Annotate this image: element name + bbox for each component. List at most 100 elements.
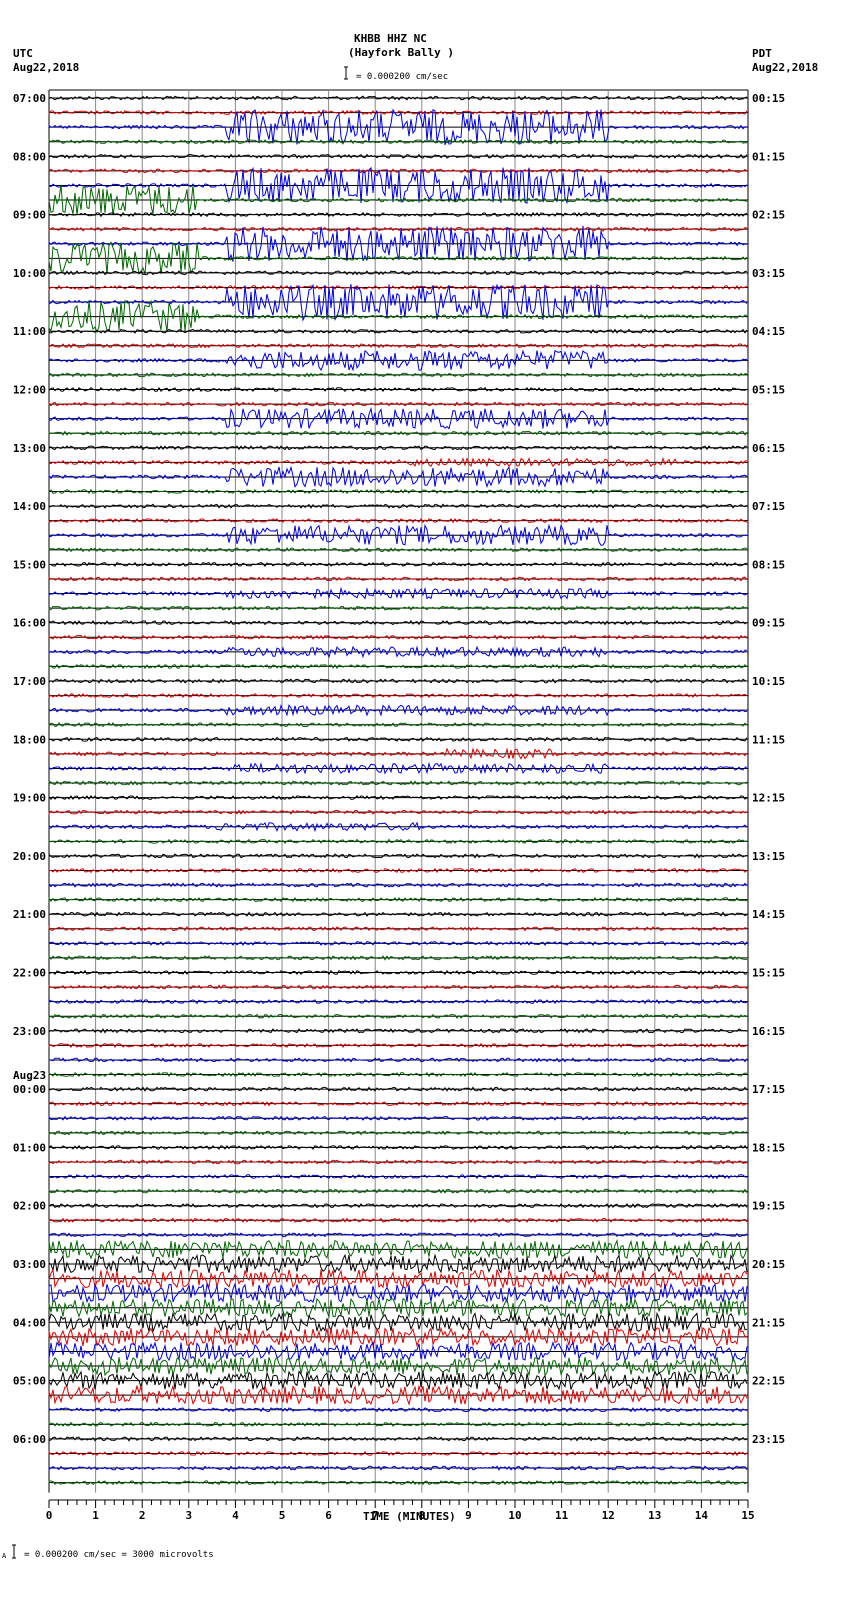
seismic-trace: [48, 882, 748, 888]
x-tick-label: 2: [139, 1509, 146, 1522]
seismic-trace: [48, 456, 747, 468]
utc-hour-label: 16:00: [13, 617, 46, 630]
utc-hour-label: 15:00: [13, 558, 46, 571]
seismic-trace: [48, 678, 748, 684]
seismic-trace: [48, 95, 748, 101]
x-tick-label: 10: [508, 1509, 521, 1522]
seismic-trace: [48, 1115, 748, 1121]
seismic-trace: [48, 372, 748, 378]
seismic-trace: [48, 984, 748, 990]
pdt-hour-label: 17:15: [752, 1083, 785, 1096]
seismic-trace: [48, 704, 748, 717]
utc-hour-label: 03:00: [13, 1258, 46, 1271]
seismic-trace: [48, 343, 748, 349]
left-timezone: UTC: [13, 47, 33, 60]
pdt-hour-label: 00:15: [752, 92, 785, 105]
right-timezone: PDT: [752, 47, 772, 60]
seismic-trace: [48, 517, 748, 524]
seismic-trace: [48, 1282, 748, 1304]
pdt-hour-label: 20:15: [752, 1258, 785, 1271]
seismic-trace: [48, 401, 748, 407]
station-title: KHBB HHZ NC: [354, 32, 427, 45]
seismic-trace: [48, 328, 748, 334]
utc-hour-label: 07:00: [13, 92, 46, 105]
scale-label: = 0.000200 cm/sec: [356, 72, 449, 82]
seismic-trace: [48, 138, 747, 145]
x-tick-label: 0: [46, 1509, 53, 1522]
seismic-trace: [48, 747, 748, 760]
x-tick-label: 11: [555, 1509, 569, 1522]
seismic-trace: [48, 1407, 748, 1413]
seismic-trace: [48, 1450, 748, 1457]
seismic-trace: [48, 1436, 748, 1442]
seismic-trace: [48, 955, 748, 961]
pdt-hour-label: 10:15: [752, 675, 785, 688]
seismic-trace: [48, 940, 748, 947]
seismic-trace: [48, 1268, 748, 1290]
seismic-trace: [48, 795, 748, 801]
seismic-trace: [48, 838, 748, 844]
seismic-trace: [48, 1130, 748, 1136]
seismic-trace: [48, 645, 748, 659]
x-tick-label: 5: [279, 1509, 286, 1522]
utc-hour-label: 08:00: [13, 150, 46, 163]
seismic-trace: [48, 605, 748, 611]
seismic-trace: [48, 1421, 748, 1427]
seismic-trace: [48, 1159, 748, 1165]
pdt-hour-label: 14:15: [752, 908, 785, 921]
seismic-trace: [48, 184, 748, 216]
seismic-trace: [48, 153, 748, 159]
utc-hour-label: 20:00: [13, 850, 46, 863]
seismic-trace: [48, 586, 748, 600]
seismic-trace: [48, 692, 748, 699]
seismic-trace: [48, 225, 748, 262]
pdt-hour-label: 13:15: [752, 850, 785, 863]
x-axis-label: TIME (MINUTES): [363, 1510, 456, 1523]
seismic-trace: [48, 1232, 748, 1238]
seismic-trace: [48, 270, 748, 276]
seismic-trace: [48, 430, 748, 436]
seismic-trace: [48, 561, 748, 568]
scale-bar-icon: [344, 66, 348, 80]
utc-hour-label: 17:00: [13, 675, 46, 688]
utc-hour-label: 10:00: [13, 267, 46, 280]
seismic-trace: [48, 406, 748, 430]
seismic-trace: [48, 1384, 748, 1406]
date-change-label: Aug23: [13, 1069, 46, 1082]
seismic-trace: [48, 284, 748, 291]
pdt-hour-label: 03:15: [752, 267, 785, 280]
utc-hour-label: 11:00: [13, 325, 46, 338]
x-tick-label: 3: [185, 1509, 192, 1522]
utc-hour-label: 09:00: [13, 209, 46, 222]
seismic-trace: [48, 780, 748, 786]
seismic-trace: [48, 1101, 748, 1107]
seismic-trace: [48, 503, 748, 509]
x-tick-label: 13: [648, 1509, 661, 1522]
x-tick-label: 6: [325, 1509, 332, 1522]
pdt-hour-label: 09:15: [752, 617, 785, 630]
seismic-trace: [48, 108, 748, 146]
pdt-hour-label: 15:15: [752, 967, 785, 980]
seismic-trace: [48, 1057, 748, 1063]
seismic-trace: [48, 1203, 748, 1209]
seismic-trace: [48, 1071, 748, 1078]
pdt-hour-label: 05:15: [752, 384, 785, 397]
seismic-trace: [48, 925, 748, 932]
footer-scale-note: = 0.000200 cm/sec = 3000 microvolts: [24, 1550, 214, 1560]
pdt-hour-label: 08:15: [752, 558, 785, 571]
seismic-trace: [48, 1238, 748, 1260]
pdt-hour-label: 22:15: [752, 1375, 785, 1388]
seismic-trace: [48, 1173, 748, 1180]
seismic-trace: [48, 1370, 748, 1391]
x-tick-label: 1: [92, 1509, 99, 1522]
seismic-trace: [48, 547, 748, 553]
seismic-trace: [48, 722, 748, 728]
pdt-hour-label: 18:15: [752, 1141, 785, 1154]
pdt-hour-label: 12:15: [752, 792, 785, 805]
pdt-hour-label: 21:15: [752, 1316, 785, 1329]
seismic-trace: [48, 283, 748, 322]
seismic-trace: [48, 465, 748, 489]
seismic-trace: [48, 523, 748, 546]
seismic-trace: [48, 109, 748, 116]
